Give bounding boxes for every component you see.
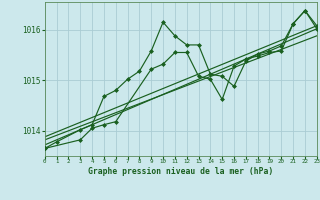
- X-axis label: Graphe pression niveau de la mer (hPa): Graphe pression niveau de la mer (hPa): [88, 167, 273, 176]
